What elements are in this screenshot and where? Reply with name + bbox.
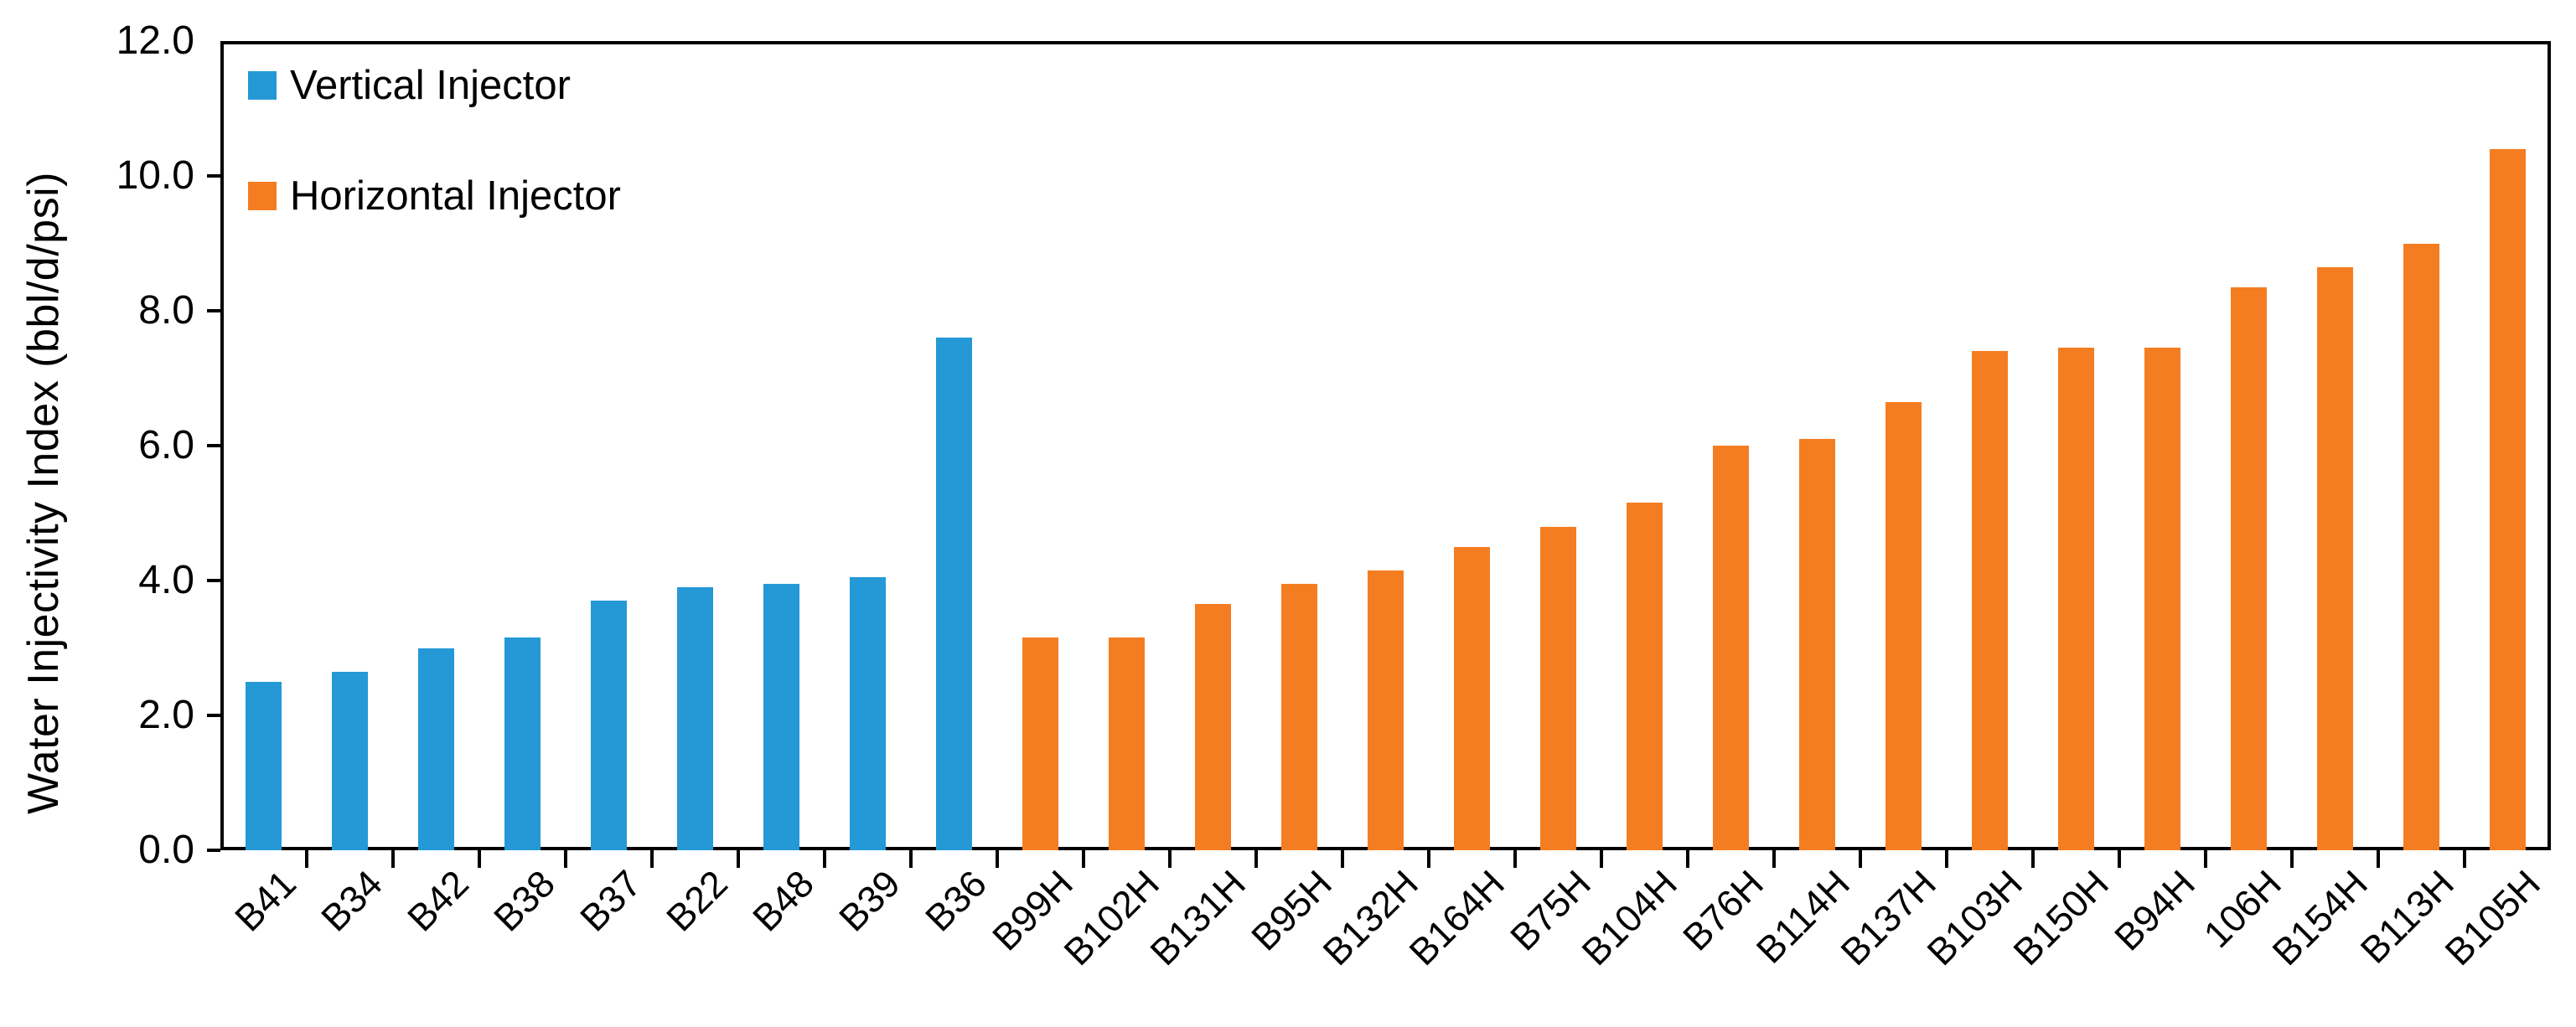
x-tick-mark-5: [650, 850, 654, 868]
bar-B39: [850, 576, 886, 850]
bar-B36: [936, 338, 972, 850]
bar-B103H: [1972, 351, 2008, 850]
bar-B94H: [2144, 348, 2180, 850]
y-tick-label-0.0: 0.0: [138, 828, 194, 872]
vertical-injector-swatch-icon: [248, 71, 277, 100]
y-tick-mark-8.0: [207, 309, 220, 312]
bar-B154H: [2317, 266, 2353, 850]
horizontal-injector-swatch-icon: [248, 182, 277, 210]
bar-B42: [418, 648, 454, 850]
x-tick-mark-10: [1082, 850, 1085, 868]
x-tick-mark-3: [478, 850, 481, 868]
bar-B164H: [1454, 546, 1490, 850]
x-tick-mark-8: [909, 850, 913, 868]
x-tick-mark-6: [737, 850, 740, 868]
x-tick-mark-18: [1772, 850, 1776, 868]
y-tick-label-2.0: 2.0: [138, 693, 194, 737]
bar-B131H: [1195, 604, 1231, 850]
x-tick-mark-26: [2463, 850, 2466, 868]
x-tick-mark-2: [391, 850, 395, 868]
y-tick-mark-2.0: [207, 714, 220, 717]
bar-B41: [246, 681, 282, 850]
bar-B34: [332, 671, 368, 850]
legend-label-horizontal-injector: Horizontal Injector: [290, 173, 621, 219]
x-tick-mark-1: [305, 850, 308, 868]
bar-B95H: [1281, 584, 1317, 850]
x-tick-mark-7: [823, 850, 826, 868]
x-tick-mark-21: [2031, 850, 2035, 868]
bar-B105H: [2490, 148, 2526, 850]
bar-B48: [763, 584, 799, 850]
x-tick-mark-25: [2377, 850, 2380, 868]
bar-B76H: [1713, 446, 1749, 850]
y-tick-label-12.0: 12.0: [116, 18, 194, 63]
bar-B99H: [1022, 637, 1058, 850]
bar-B102H: [1109, 637, 1145, 850]
x-tick-mark-15: [1513, 850, 1517, 868]
bar-B113H: [2403, 243, 2439, 850]
bar-B75H: [1540, 526, 1576, 850]
bar-B132H: [1368, 570, 1404, 850]
x-tick-mark-13: [1341, 850, 1344, 868]
legend: Vertical Injector Horizontal Injector: [248, 60, 621, 281]
bar-B150H: [2058, 348, 2094, 850]
y-tick-label-10.0: 10.0: [116, 153, 194, 198]
y-tick-mark-6.0: [207, 444, 220, 447]
x-tick-mark-22: [2118, 850, 2121, 868]
x-tick-mark-16: [1600, 850, 1603, 868]
bar-B114H: [1799, 438, 1835, 850]
bar-B37: [591, 601, 627, 850]
y-tick-mark-10.0: [207, 174, 220, 178]
y-tick-label-6.0: 6.0: [138, 423, 194, 467]
x-tick-mark-14: [1427, 850, 1430, 868]
x-tick-mark-19: [1859, 850, 1862, 868]
y-tick-label-8.0: 8.0: [138, 288, 194, 333]
bar-106H: [2231, 286, 2267, 850]
bar-B38: [504, 637, 541, 850]
y-tick-mark-4.0: [207, 579, 220, 582]
y-tick-mark-0.0: [207, 849, 220, 852]
y-tick-label-4.0: 4.0: [138, 558, 194, 602]
x-tick-mark-9: [996, 850, 999, 868]
bar-B22: [677, 587, 713, 850]
legend-item-vertical-injector: Vertical Injector: [248, 60, 621, 111]
x-tick-mark-11: [1168, 850, 1172, 868]
bar-B137H: [1885, 401, 1922, 850]
x-tick-mark-20: [1945, 850, 1948, 868]
x-tick-mark-17: [1686, 850, 1689, 868]
x-tick-mark-12: [1254, 850, 1258, 868]
bar-B104H: [1627, 503, 1663, 850]
x-tick-mark-4: [564, 850, 567, 868]
x-tick-mark-23: [2204, 850, 2207, 868]
legend-label-vertical-injector: Vertical Injector: [290, 63, 571, 108]
x-tick-mark-24: [2290, 850, 2294, 868]
legend-item-horizontal-injector: Horizontal Injector: [248, 171, 621, 221]
